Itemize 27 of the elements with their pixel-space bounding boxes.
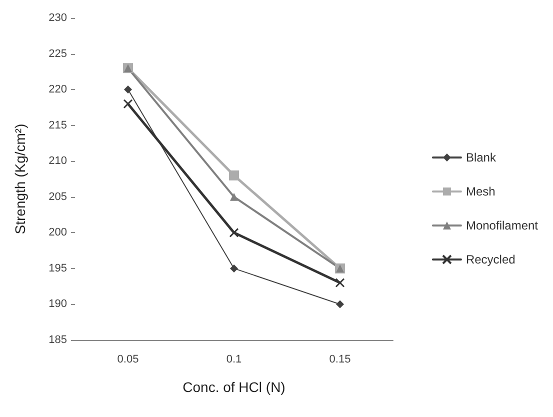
point bbox=[336, 300, 344, 308]
legend-label: Mesh bbox=[466, 184, 496, 198]
point bbox=[230, 264, 238, 272]
y-tick-label: 200 bbox=[48, 226, 67, 239]
y-axis-title: Strength (Kg/cm²) bbox=[12, 124, 28, 234]
x-axis-title: Conc. of HCl (N) bbox=[182, 379, 286, 395]
y-tick-label: 210 bbox=[48, 155, 67, 168]
y-tick-label: 230 bbox=[48, 12, 67, 24]
point bbox=[229, 170, 239, 180]
point bbox=[229, 228, 239, 238]
legend-label: Monofilament bbox=[466, 218, 539, 232]
point bbox=[230, 192, 238, 201]
x-tick-label: 0.1 bbox=[226, 354, 242, 366]
y-tick-label: 205 bbox=[48, 190, 67, 203]
y-tick-label: 185 bbox=[48, 334, 67, 346]
x-tick-label: 0.05 bbox=[117, 354, 139, 366]
point bbox=[123, 99, 133, 109]
x-tick-label: 0.15 bbox=[329, 354, 351, 366]
y-tick-label: 195 bbox=[48, 262, 67, 274]
point bbox=[335, 278, 345, 288]
point bbox=[124, 86, 132, 94]
y-tick-label: 225 bbox=[48, 48, 67, 60]
legend-label: Blank bbox=[466, 150, 497, 164]
legend-label: Recycled bbox=[466, 252, 516, 266]
y-tick-label: 190 bbox=[48, 298, 67, 310]
y-tick-label: 220 bbox=[48, 84, 67, 96]
y-tick-label: 215 bbox=[48, 119, 67, 132]
